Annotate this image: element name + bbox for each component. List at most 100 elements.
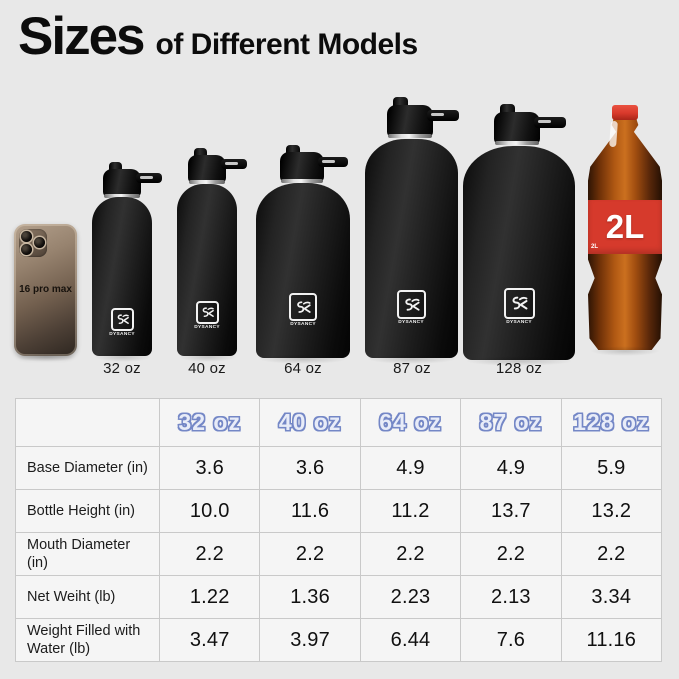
brand-logo-icon	[397, 290, 426, 319]
table-cell: 2.2	[360, 533, 461, 575]
bottle-size-label: 32 oz	[103, 360, 141, 377]
table-cell: 4.9	[461, 447, 561, 489]
steel-neck-ring	[388, 134, 432, 138]
bottle-128oz: DYSANCY	[463, 104, 575, 360]
table-cell: 2.2	[561, 533, 661, 575]
phone-shadow	[16, 352, 76, 362]
brand-logo: DYSANCY	[256, 293, 350, 328]
row-label-bottle-height: Bottle Height (in)	[16, 490, 159, 532]
bottle-body	[365, 139, 458, 358]
table-cell: 3.6	[260, 447, 360, 489]
bottle-32oz: DYSANCY	[92, 162, 162, 356]
table-cell: 2.23	[360, 576, 461, 618]
bottle-spout-knob	[109, 162, 122, 172]
brand-logo-icon	[503, 288, 535, 319]
bottle-shadow	[590, 346, 660, 356]
column-header-label: 87 oz	[479, 409, 543, 435]
table-cell: 4.9	[360, 447, 461, 489]
brand-symbol-icon	[297, 300, 311, 313]
bottle-body	[256, 183, 350, 358]
bottle-size-label: 87 oz	[393, 360, 431, 377]
table-cell: 13.7	[461, 490, 561, 532]
brand-logo-icon	[110, 308, 134, 331]
bottle-cap	[280, 152, 324, 182]
bottle-size-label: 128 oz	[495, 360, 543, 377]
camera-lens-icon	[21, 244, 32, 255]
bottle-body	[177, 184, 237, 356]
table-cell: 11.6	[260, 490, 360, 532]
column-header-label: 32 oz	[178, 409, 241, 435]
brand-name: DYSANCY	[506, 320, 532, 325]
column-header-label: 40 oz	[278, 409, 342, 435]
steel-neck-ring	[281, 179, 323, 183]
bottle-shadow	[94, 352, 152, 362]
table-corner-cell	[16, 399, 159, 446]
bottle-shadow	[465, 356, 573, 366]
bottle-handle	[427, 110, 459, 121]
brand-logo: DYSANCY	[365, 290, 458, 326]
brand-name: DYSANCY	[398, 320, 425, 325]
brand-symbol-icon	[512, 296, 528, 310]
bottle-cap	[494, 112, 540, 144]
bottle-size-label: 40 oz	[188, 360, 226, 377]
table-cell: 1.36	[260, 576, 360, 618]
bottle-spout-knob	[393, 97, 408, 108]
column-header-64oz: 64 oz	[360, 399, 461, 446]
table-cell: 2.13	[461, 576, 561, 618]
spec-table: 32 oz 40 oz 64 oz 87 oz 128 oz Base Diam…	[15, 398, 662, 662]
brand-logo-icon	[195, 301, 219, 324]
table-cell: 13.2	[561, 490, 661, 532]
bottle-shadow	[258, 354, 348, 364]
brand-logo: DYSANCY	[463, 288, 575, 326]
steel-neck-ring	[495, 141, 539, 145]
cola-label: 2L 2L	[588, 200, 662, 254]
bottle-cap	[103, 169, 141, 197]
table-cell: 3.97	[260, 619, 360, 661]
table-cell: 11.16	[561, 619, 661, 661]
cola-volume-mini-text: 2L	[591, 244, 599, 250]
brand-symbol-icon	[405, 298, 420, 311]
column-header-40oz: 40 oz	[260, 399, 360, 446]
phone-camera-module	[19, 229, 47, 257]
handle-slot	[140, 176, 153, 179]
title-suffix: of Different Models	[155, 28, 419, 61]
column-header-label: 64 oz	[379, 409, 442, 435]
bottle-shadow	[367, 354, 456, 364]
title-main: Sizes	[18, 7, 146, 66]
cola-2l-bottle: 2L 2L	[588, 105, 662, 350]
bottle-handle	[534, 117, 566, 128]
cola-cap	[612, 105, 638, 120]
table-cell: 7.6	[461, 619, 561, 661]
bottle-handle	[221, 159, 247, 169]
brand-symbol-icon	[202, 307, 214, 317]
bottle-cap	[387, 105, 433, 137]
brand-symbol-icon	[117, 314, 129, 324]
brand-logo: DYSANCY	[92, 308, 152, 338]
cola-volume-text: 2L	[605, 208, 645, 245]
steel-neck-ring	[104, 194, 140, 198]
camera-lens-icon	[34, 237, 45, 248]
column-header-128oz: 128 oz	[561, 399, 661, 446]
phone-image: 16 pro max	[14, 224, 77, 356]
handle-slot	[322, 160, 335, 163]
handle-slot	[538, 120, 551, 123]
table-cell: 2.2	[260, 533, 360, 575]
bottle-spout-knob	[500, 104, 515, 115]
column-header-87oz: 87 oz	[461, 399, 561, 446]
bottle-shadow	[179, 352, 237, 362]
bottle-40oz: DYSANCY	[177, 148, 247, 356]
bottle-spout-knob	[194, 148, 207, 158]
table-cell: 3.47	[160, 619, 260, 661]
table-cell: 6.44	[360, 619, 461, 661]
handle-slot	[225, 162, 238, 165]
phone-label: 16 pro max	[19, 284, 72, 295]
table-cell: 2.2	[160, 533, 260, 575]
table-cell: 3.6	[160, 447, 260, 489]
bottle-handle	[136, 173, 162, 183]
table-cell: 3.34	[561, 576, 661, 618]
camera-lens-icon	[21, 231, 32, 242]
page-title: Sizes of Different Models	[18, 6, 418, 67]
table-cell: 1.22	[160, 576, 260, 618]
table-cell: 11.2	[360, 490, 461, 532]
